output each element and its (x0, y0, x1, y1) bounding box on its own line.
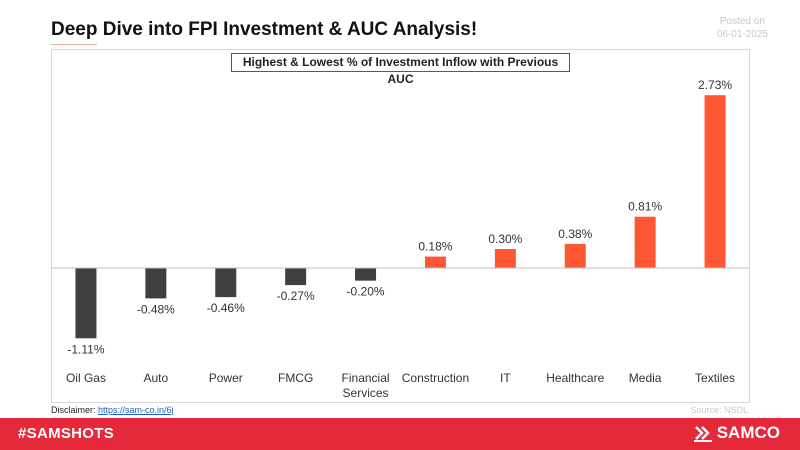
bars-group (75, 95, 726, 339)
data-label: 0.18% (418, 240, 452, 254)
category-label: Auto (144, 371, 169, 385)
data-label: -0.20% (347, 285, 385, 299)
category-label: Media (629, 371, 662, 385)
category-label: Oil Gas (66, 371, 106, 385)
category-label: FMCG (278, 371, 313, 385)
brand-logo: SAMCO (693, 423, 780, 443)
data-label: 0.81% (628, 200, 662, 214)
disclaimer-link[interactable]: https://sam-co.in/6j (98, 405, 174, 415)
posted-label: Posted on (719, 16, 765, 27)
data-label: -0.46% (207, 301, 245, 315)
bar (424, 256, 446, 268)
disclaimer: Disclaimer: https://sam-co.in/6j (51, 405, 174, 415)
data-label: 0.30% (488, 232, 522, 246)
chart-title: Highest & Lowest % of Investment Inflow … (231, 53, 570, 86)
bar (145, 268, 167, 299)
hashtag: #SAMSHOTS (18, 425, 115, 442)
data-label: -0.48% (137, 302, 175, 316)
chart-frame (51, 49, 750, 403)
data-label: 0.38% (558, 227, 592, 241)
title-underline (51, 44, 97, 45)
category-labels-group: Oil Gas Auto Power FMCG Financial Services Con… (66, 371, 735, 400)
category-label: Construction (402, 371, 469, 385)
category-label: IT (500, 371, 511, 385)
posted-date-block: Posted on 06-01-2025 (717, 15, 768, 41)
brand-name: SAMCO (716, 423, 780, 442)
data-label: 2.73% (698, 78, 732, 92)
bar (285, 268, 307, 286)
category-label: Power (209, 371, 243, 385)
footer-bar: #SAMSHOTS SAMCO (0, 418, 800, 450)
page-title: Deep Dive into FPI Investment & AUC Anal… (51, 19, 478, 40)
bar (494, 249, 516, 268)
data-labels-group: -1.11% -0.48% -0.46% -0.27% -0.20% 0.18% 0.30%… (67, 78, 732, 356)
bar (704, 95, 726, 268)
samco-logo-icon (693, 426, 712, 442)
disclaimer-label: Disclaimer: (51, 405, 96, 415)
bar (75, 268, 97, 339)
category-label: Textiles (695, 371, 735, 385)
bar (355, 268, 377, 281)
bar (634, 216, 656, 268)
category-label: Financial Services (342, 371, 390, 400)
source-note: Source: NSDL (690, 405, 748, 415)
posted-date: 06-01-2025 (716, 29, 768, 40)
data-label: -0.27% (277, 289, 315, 303)
category-label: Healthcare (546, 371, 604, 385)
bar (215, 268, 237, 298)
bar (564, 243, 586, 268)
data-label: -1.11% (67, 342, 104, 356)
